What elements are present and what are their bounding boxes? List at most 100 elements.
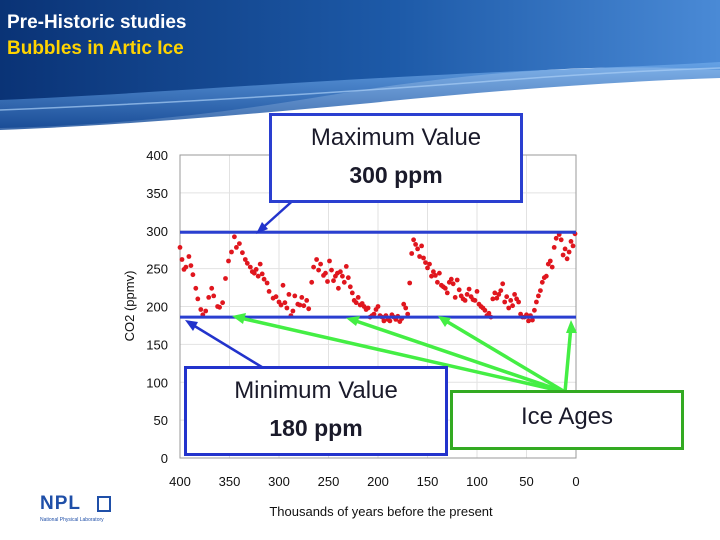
npl-logo: NPL National Physical Laboratory [40, 493, 120, 529]
data-point [341, 279, 347, 285]
data-point [448, 276, 454, 282]
data-point [510, 303, 515, 309]
x-tick-200: 200 [367, 474, 389, 489]
data-point [413, 242, 418, 247]
data-point [286, 292, 292, 297]
data-point [536, 293, 541, 299]
data-point [345, 275, 351, 281]
data-point [284, 305, 290, 311]
data-point [425, 265, 430, 271]
y-tick-200: 200 [146, 300, 168, 315]
max-value: 300 ppm [349, 162, 443, 188]
data-point [229, 249, 234, 255]
data-point [186, 254, 192, 259]
ice-label: Ice Ages [520, 403, 614, 430]
data-point [371, 311, 377, 317]
data-point [255, 273, 261, 279]
data-point [560, 252, 566, 258]
x-tick-350: 350 [219, 474, 241, 489]
data-point [253, 267, 259, 272]
data-point [327, 258, 332, 264]
ice-arrowhead-3 [438, 316, 451, 327]
data-point [532, 307, 537, 313]
data-point [562, 246, 568, 252]
x-tick-labels: 400 350 300 250 200 150 100 50 0 [169, 474, 579, 489]
data-point [338, 269, 343, 275]
data-point [551, 245, 557, 250]
data-point [299, 295, 305, 300]
ice-arrow-1 [235, 315, 566, 394]
data-point [343, 264, 349, 269]
data-point [401, 301, 407, 307]
data-point [273, 294, 279, 300]
data-point [177, 245, 183, 250]
data-point [323, 270, 328, 276]
data-point [504, 294, 510, 300]
data-point [381, 318, 387, 324]
reference-lines [180, 230, 576, 319]
data-point [411, 237, 416, 243]
data-point [431, 269, 436, 275]
y-tick-300: 300 [146, 224, 168, 239]
ice-arrow-3 [440, 316, 566, 394]
data-point [435, 279, 440, 285]
data-point [331, 278, 336, 284]
data-point [486, 310, 492, 316]
data-point [242, 257, 248, 262]
x-tick-100: 100 [466, 474, 488, 489]
data-point [566, 249, 572, 255]
data-point [264, 280, 270, 286]
data-point [347, 284, 353, 290]
data-point [280, 282, 286, 288]
data-point [530, 317, 535, 323]
data-point [496, 292, 502, 297]
data-point [301, 303, 307, 309]
data-point [259, 271, 265, 277]
data-point [464, 292, 470, 297]
data-point [211, 293, 217, 299]
data-point [257, 261, 263, 267]
data-point [316, 267, 321, 273]
data-point [340, 273, 345, 279]
data-point [240, 250, 245, 256]
data-point [494, 295, 500, 301]
data-point [538, 288, 543, 293]
logo-subtitle: National Physical Laboratory [40, 517, 104, 523]
data-point [226, 258, 231, 264]
title-line-2: Bubbles in Artic Ice [7, 38, 184, 59]
x-tick-50: 50 [519, 474, 533, 489]
data-point [539, 279, 545, 285]
max-arrowhead [256, 222, 268, 234]
callout-ice-ages: Ice Ages [450, 390, 684, 450]
data-point [474, 289, 480, 294]
data-point [506, 305, 512, 311]
ice-arrow-4 [563, 325, 573, 393]
data-point [450, 281, 456, 287]
data-point [375, 304, 381, 309]
data-point [306, 306, 312, 312]
data-point [498, 288, 504, 293]
data-point [195, 296, 201, 302]
ice-arrowhead-4 [566, 320, 577, 333]
data-point [234, 245, 239, 250]
data-point [482, 307, 488, 313]
data-point [427, 261, 432, 267]
data-point [318, 261, 323, 267]
slide-header: Pre-Historic studies Bubbles in Artic Ic… [0, 0, 720, 130]
x-tick-400: 400 [169, 474, 191, 489]
data-point [423, 260, 428, 265]
x-tick-300: 300 [268, 474, 290, 489]
y-tick-400: 400 [146, 148, 168, 163]
y-tick-150: 150 [146, 337, 168, 352]
data-point [534, 299, 539, 305]
data-point [500, 281, 506, 287]
data-point [220, 300, 226, 306]
data-point [543, 273, 549, 279]
min-arrow [187, 320, 271, 374]
data-point [251, 270, 257, 276]
data-point [365, 305, 371, 311]
data-point [558, 237, 564, 243]
logo-name: NPL [40, 493, 81, 514]
callout-arrows [185, 195, 577, 394]
